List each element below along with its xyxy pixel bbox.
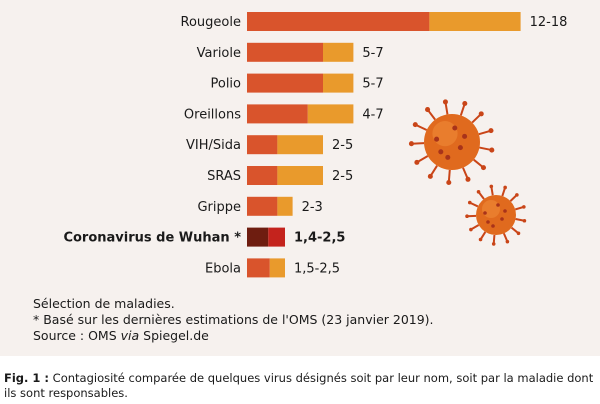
bar-segment-min bbox=[247, 12, 430, 31]
virus-spike-tip bbox=[478, 111, 484, 117]
value-label: 5-7 bbox=[362, 77, 383, 92]
chart-panel: Rougeole 12-18 Variole 5-7 Polio 5-7 Oreillons… bbox=[0, 0, 600, 356]
virus-spike-tip bbox=[446, 179, 452, 185]
virus-spike-tip bbox=[425, 107, 431, 113]
value-label: 1,4-2,5 bbox=[294, 231, 345, 246]
virus-dot bbox=[445, 154, 451, 160]
bar-segment-range bbox=[307, 104, 354, 124]
virus-spike-tip bbox=[412, 122, 418, 128]
virus-spike-tip bbox=[480, 165, 487, 171]
category-label: SRAS bbox=[207, 169, 241, 184]
virus-spike-tip bbox=[462, 100, 468, 106]
category-label: Ebola bbox=[205, 261, 241, 276]
category-label: Oreillons bbox=[184, 107, 241, 122]
value-label: 1,5-2,5 bbox=[294, 261, 340, 276]
note-source: Source : OMS via Spiegel.de bbox=[33, 328, 434, 344]
bar-segment-min bbox=[247, 42, 323, 62]
virus-dot bbox=[438, 149, 444, 155]
bar-segment-min bbox=[247, 227, 269, 247]
virus-dot bbox=[452, 125, 458, 131]
bar-segment-range bbox=[277, 166, 323, 185]
value-label: 2-5 bbox=[332, 169, 353, 184]
category-label: VIH/Sida bbox=[186, 138, 241, 153]
virus-dot bbox=[500, 217, 504, 221]
figure-caption: Fig. 1 : Contagiosité comparée de quelqu… bbox=[4, 371, 596, 401]
bar-segment-range bbox=[323, 73, 354, 93]
category-label: Grippe bbox=[197, 200, 241, 215]
bar-segment-range bbox=[277, 196, 293, 216]
value-label: 5-7 bbox=[362, 46, 383, 61]
virus-spike-tip bbox=[465, 176, 471, 182]
bar-segment-range bbox=[429, 12, 521, 31]
virus-spike-tip bbox=[488, 128, 494, 134]
virus-spike-tip bbox=[469, 227, 473, 232]
bar-segment-range bbox=[269, 258, 285, 278]
bar-segment-min bbox=[247, 258, 270, 278]
virus-spike-tip bbox=[516, 231, 521, 236]
virus-dot bbox=[496, 203, 500, 207]
virus-dot bbox=[434, 136, 440, 142]
source-via: via bbox=[120, 328, 140, 343]
note-selection: Sélection de maladies. bbox=[33, 296, 175, 311]
virus-spike-tip bbox=[408, 141, 414, 147]
bar-segment-min bbox=[247, 196, 278, 216]
virus-spike-tip bbox=[503, 185, 507, 190]
virus-dot bbox=[462, 133, 468, 139]
virus-spike-tip bbox=[414, 159, 420, 165]
virus-spike-tip bbox=[515, 193, 519, 197]
value-label: 12-18 bbox=[530, 15, 568, 30]
virus-spike-tip bbox=[465, 214, 469, 219]
virus-dot bbox=[491, 224, 495, 228]
category-label: Variole bbox=[197, 46, 241, 61]
chart-notes: Sélection de maladies. * Basé sur les de… bbox=[33, 296, 434, 344]
virus-dot bbox=[483, 211, 487, 215]
bar-segment-min bbox=[247, 104, 308, 124]
virus-highlight bbox=[432, 121, 458, 147]
virus-dot bbox=[457, 145, 463, 151]
category-label: Coronavirus de Wuhan * bbox=[63, 231, 241, 246]
virus-spike-tip bbox=[491, 242, 496, 246]
category-label: Polio bbox=[210, 77, 241, 92]
source-prefix: Source : OMS bbox=[33, 328, 121, 343]
virus-spike-tip bbox=[489, 184, 494, 189]
virus-spike-tip bbox=[442, 99, 448, 105]
virus-spike-tip bbox=[476, 190, 481, 194]
caption-text: Contagiosité comparée de quelques virus … bbox=[4, 371, 594, 400]
virus-icon-small bbox=[465, 184, 527, 246]
bar-segment-range bbox=[268, 227, 285, 247]
bar-segment-min bbox=[247, 73, 323, 93]
value-label: 4-7 bbox=[362, 107, 383, 122]
source-suffix: Spiegel.de bbox=[139, 328, 209, 343]
virus-spike-tip bbox=[522, 205, 526, 209]
virus-spike-tip bbox=[505, 239, 510, 244]
value-label: 2-3 bbox=[302, 200, 323, 215]
value-label: 2-5 bbox=[332, 138, 353, 153]
virus-dot bbox=[486, 220, 490, 224]
virus-icon-large bbox=[408, 99, 495, 185]
virus-highlight bbox=[482, 200, 500, 218]
bar-segment-range bbox=[323, 42, 354, 62]
virus-dot bbox=[503, 209, 507, 213]
virus-spike-tip bbox=[522, 218, 527, 223]
category-label: Rougeole bbox=[181, 15, 241, 30]
virus-spike-tip bbox=[467, 200, 472, 205]
virus-spike-tip bbox=[489, 147, 495, 153]
caption-label: Fig. 1 : bbox=[4, 371, 50, 385]
bar-segment-min bbox=[247, 135, 278, 155]
contagion-bar-chart: Rougeole 12-18 Variole 5-7 Polio 5-7 Oreillons… bbox=[63, 12, 568, 278]
bar-segment-range bbox=[277, 135, 323, 155]
note-footnote: * Basé sur les dernières estimations de … bbox=[33, 312, 434, 327]
virus-spike-tip bbox=[478, 237, 483, 242]
virus-spike-tip bbox=[427, 173, 433, 179]
bar-segment-min bbox=[247, 166, 278, 185]
